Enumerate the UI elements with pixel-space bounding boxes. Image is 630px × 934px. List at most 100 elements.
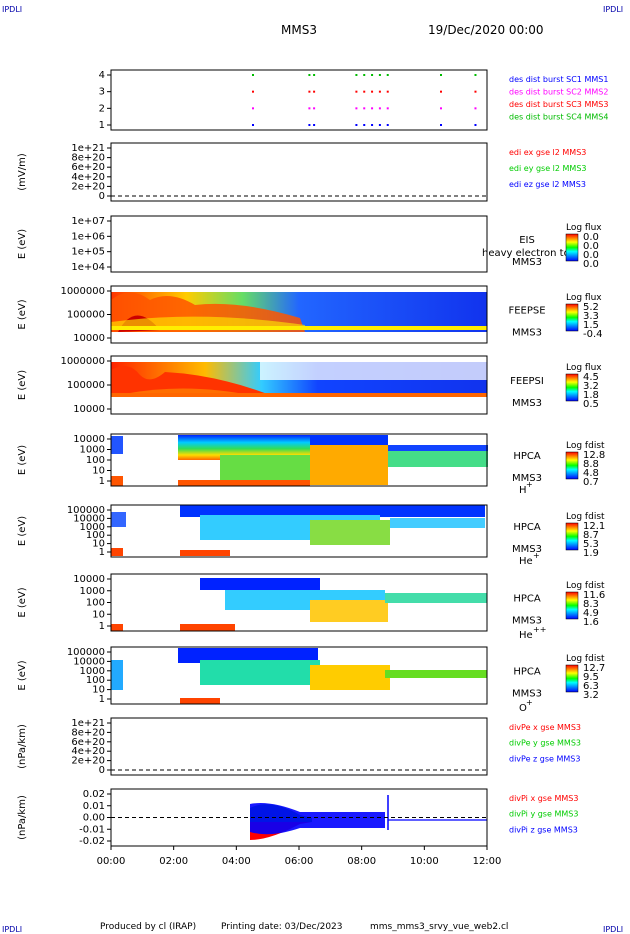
hpca-hepp-ytick-label: 10 bbox=[92, 609, 105, 620]
hpca-hepp-colorbar-label: 11.6 bbox=[583, 590, 605, 601]
burst-mark bbox=[378, 107, 381, 110]
divpi-ytick-label: 0.01 bbox=[83, 801, 105, 812]
burst-mark bbox=[378, 124, 381, 126]
hpca-he-spectrogram bbox=[111, 505, 485, 556]
burst-mark bbox=[313, 74, 316, 76]
burst-legend-entry: des dist burst SC1 MMS1 bbox=[509, 75, 608, 84]
burst-legend-entry: des dist burst SC3 MMS3 bbox=[509, 100, 608, 109]
feepsi-ylabel: E (eV) bbox=[17, 370, 28, 400]
burst-ytick-label: 2 bbox=[99, 103, 105, 114]
hpca-h-spectrogram bbox=[111, 435, 488, 486]
feepse-ytick-label: 1000000 bbox=[60, 286, 105, 297]
burst-mark bbox=[363, 90, 366, 93]
feepsi-spectrogram bbox=[111, 362, 487, 397]
divpi-ytick-label: -0.02 bbox=[79, 836, 105, 847]
burst-mark bbox=[378, 90, 381, 93]
divpi-ytick-label: 0.00 bbox=[83, 813, 105, 824]
burst-mark bbox=[386, 107, 389, 110]
divpe-ytick-label: 4e+20 bbox=[71, 746, 105, 757]
burst-mark bbox=[371, 74, 374, 76]
hpca-hepp-colorbar bbox=[565, 591, 579, 620]
divpi-traces bbox=[250, 795, 487, 840]
hpca-o-ytick-label: 100000 bbox=[67, 647, 105, 658]
edi-ytick-label: 0 bbox=[99, 191, 105, 202]
hpca-o-species-charge: + bbox=[526, 698, 533, 707]
panel-legends: des dist burst SC1 MMS1 des dist burst SC… bbox=[509, 75, 608, 834]
hpca-hepp-spacecraft: MMS3 bbox=[512, 615, 542, 626]
hpca-h-ytick-label: 1000 bbox=[80, 445, 105, 456]
divpe-ytick-label: 6e+20 bbox=[71, 737, 105, 748]
hpca-o-ytick-label: 1000 bbox=[80, 666, 105, 677]
edi-frame bbox=[110, 142, 488, 202]
hpca-o-spacecraft: MMS3 bbox=[512, 688, 542, 699]
burst-mark bbox=[252, 124, 254, 126]
hpca-o-colorbar-title: Log fdist bbox=[566, 654, 605, 664]
hpca-hepp-ytick-label: 100 bbox=[86, 598, 105, 609]
hpca-he-colorbar-label: 8.7 bbox=[583, 530, 599, 541]
x-tick-label: 02:00 bbox=[159, 856, 188, 867]
burst-mark bbox=[308, 74, 311, 76]
hpca-he-species-charge: + bbox=[533, 551, 540, 560]
burst-mark bbox=[363, 124, 366, 126]
feepse-ylabel: E (eV) bbox=[17, 299, 28, 329]
burst-ytick-label: 4 bbox=[99, 70, 105, 81]
feepsi-colorbar-label: 0.5 bbox=[583, 399, 599, 410]
feepsi-ytick-label: 10000 bbox=[73, 404, 105, 415]
hpca-he-spacecraft: MMS3 bbox=[512, 544, 542, 555]
x-tick-label: 10:00 bbox=[410, 856, 439, 867]
hpca-he-ytick-label: 100 bbox=[86, 530, 105, 541]
burst-mark bbox=[440, 124, 442, 126]
feepsi-colorbar-label: 4.5 bbox=[583, 372, 599, 383]
burst-mark bbox=[355, 90, 358, 93]
burst-mark bbox=[313, 90, 316, 93]
hpca-h-species-charge: + bbox=[526, 480, 533, 489]
hpca-o-colorbar-label: 12.7 bbox=[583, 663, 605, 674]
hpca-o-spectrogram bbox=[111, 648, 487, 704]
hpca-hepp-ytick-label: 10000 bbox=[73, 574, 105, 585]
hpca-h-spacecraft: MMS3 bbox=[512, 473, 542, 484]
burst-mark bbox=[474, 107, 477, 110]
hpca-he-species: He bbox=[519, 556, 533, 567]
hpca-h-colorbar-label: 0.7 bbox=[583, 477, 599, 488]
feepse-instrument: FEEPSE bbox=[508, 305, 545, 316]
feepse-colorbar-title: Log flux bbox=[566, 293, 602, 303]
corner-label-top-left: IPDLI bbox=[2, 5, 22, 14]
divpi-legend-entry: divPi x gse MMS3 bbox=[509, 794, 578, 803]
burst-mark bbox=[252, 90, 254, 93]
hpca-o-ytick-label: 10 bbox=[92, 685, 105, 696]
divpe-legend-entry: divPe z gse MMS3 bbox=[509, 754, 580, 763]
edi-legend-entry: edi ez gse l2 MMS3 bbox=[509, 180, 586, 189]
edi-legend-entry: edi ey gse l2 MMS3 bbox=[509, 164, 587, 173]
feepse-ytick-label: 100000 bbox=[67, 310, 105, 321]
figure-date: 19/Dec/2020 00:00 bbox=[428, 23, 544, 37]
feepse-spacecraft: MMS3 bbox=[512, 327, 542, 338]
hpca-hepp-colorbar-label: 1.6 bbox=[583, 617, 599, 628]
eis-ylabel: E (eV) bbox=[17, 229, 28, 259]
y-axis-ticks: 43211e+218e+206e+204e+202e+2001e+071e+06… bbox=[60, 70, 111, 847]
edi-ytick-label: 1e+21 bbox=[71, 143, 105, 154]
edi-ytick-label: 6e+20 bbox=[71, 162, 105, 173]
eis-ytick-label: 1e+04 bbox=[71, 262, 105, 273]
divpi-legend-entry: divPi y gse MMS3 bbox=[509, 810, 578, 819]
eis-colorbar-label: 0.0 bbox=[583, 232, 599, 243]
footer-printing-date: Printing date: 03/Dec/2023 bbox=[221, 922, 343, 932]
edi-legend-entry: edi ex gse l2 MMS3 bbox=[509, 148, 586, 157]
hpca-hepp-ytick-label: 1000 bbox=[80, 586, 105, 597]
feepsi-colorbar-label: 1.8 bbox=[583, 390, 599, 401]
hpca-h-ylabel: E (eV) bbox=[17, 445, 28, 475]
burst-mark bbox=[386, 90, 389, 93]
figure-title: MMS3 bbox=[281, 23, 317, 37]
hpca-hepp-ytick-label: 1 bbox=[99, 621, 105, 632]
hpca-h-colorbar-title: Log fdist bbox=[566, 441, 605, 451]
hpca-he-ytick-label: 100000 bbox=[67, 505, 105, 516]
feepsi-ytick-label: 1000000 bbox=[60, 356, 105, 367]
feepsi-colorbar-label: 3.2 bbox=[583, 381, 599, 392]
burst-mark bbox=[378, 74, 381, 76]
hpca-h-species: H bbox=[519, 485, 527, 496]
corner-label-top-right: IPDLI bbox=[603, 5, 623, 14]
hpca-he-colorbar-label: 12.1 bbox=[583, 521, 605, 532]
edi-ylabel: (mV/m) bbox=[17, 153, 28, 191]
hpca-o-ytick-label: 10000 bbox=[73, 656, 105, 667]
hpca-o-species: O bbox=[519, 703, 527, 714]
